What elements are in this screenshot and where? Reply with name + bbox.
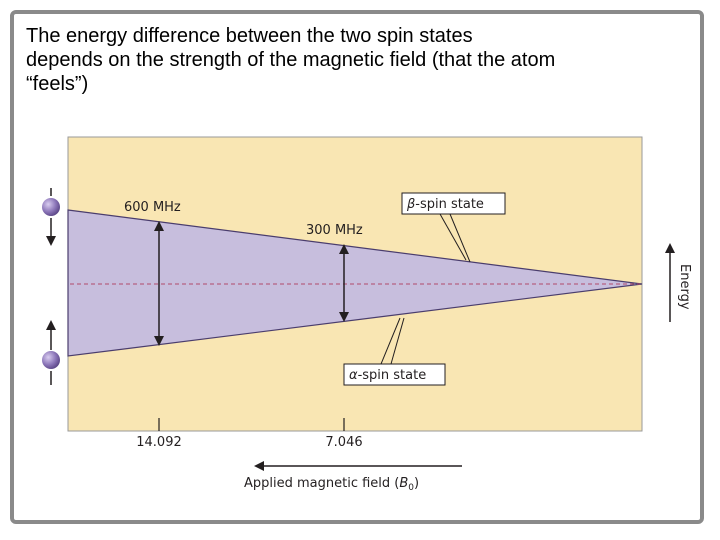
beta-symbol: β: [406, 197, 415, 212]
alpha-symbol: α: [349, 368, 358, 383]
energy-axis-arrow: [665, 243, 675, 322]
alpha-state-callout: α-spin state: [343, 317, 446, 386]
field-label-symbol: B: [399, 476, 408, 491]
gap-arrow-600: [154, 221, 164, 346]
energy-gap-wedge: [67, 209, 643, 357]
label-600-mhz: 600 MHz: [124, 200, 181, 215]
svg-text:α-spin state: α-spin state: [349, 368, 426, 383]
caption-line-1: The energy difference between the two sp…: [26, 25, 473, 47]
svg-text:β-spin state: β-spin state: [406, 197, 484, 212]
alpha-spin-icon: [42, 320, 60, 385]
gap-arrow-300: [339, 244, 349, 322]
tick-label-7: 7.046: [325, 435, 362, 450]
slide-caption: The energy difference between the two sp…: [26, 24, 686, 96]
beta-state-label: -spin state: [415, 197, 484, 212]
tick-label-14: 14.092: [136, 435, 182, 450]
field-label-prefix: Applied magnetic field (: [244, 476, 399, 491]
field-label-sub: 0: [408, 483, 414, 493]
beta-spin-icon: [42, 188, 60, 246]
field-axis-label: Applied magnetic field (B0): [244, 476, 419, 493]
beta-state-callout: β-spin state: [401, 192, 506, 263]
caption-line-2: depends on the strength of the magnetic …: [26, 49, 556, 71]
field-label-suffix: ): [414, 476, 419, 491]
label-300-mhz: 300 MHz: [306, 223, 363, 238]
field-axis-arrow: [254, 461, 462, 471]
energy-axis-label: Energy: [677, 264, 692, 310]
alpha-state-label: -spin state: [358, 368, 427, 383]
caption-line-3: “feels”): [26, 73, 89, 95]
